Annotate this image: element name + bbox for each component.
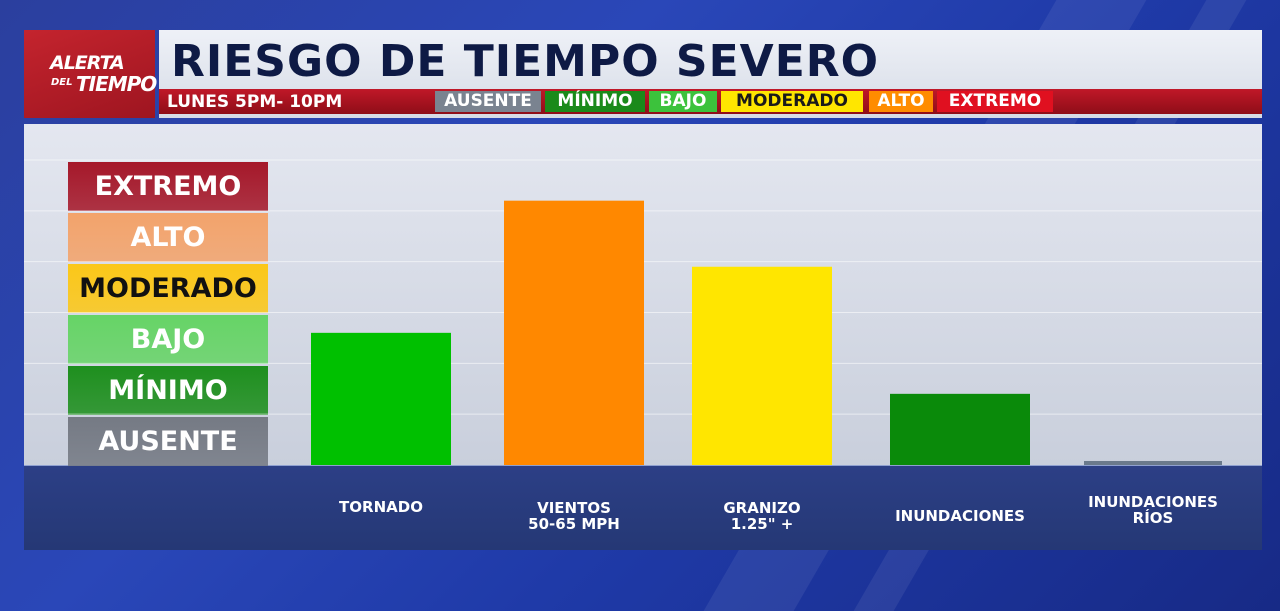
- legend-tag-2: BAJO: [649, 91, 717, 112]
- legend-tag-0: AUSENTE: [435, 91, 541, 112]
- category-label-4: INUNDACIONES RÍOS: [1053, 494, 1253, 526]
- category-label-4-line-0: INUNDACIONES: [1088, 493, 1218, 511]
- bar-1: [504, 200, 644, 465]
- logo-line3: TIEMPO: [76, 72, 157, 96]
- logo-line2: DEL: [51, 77, 73, 88]
- bar-3: [890, 393, 1030, 465]
- page-title: RIESGO DE TIEMPO SEVERO: [171, 36, 880, 87]
- header: RIESGO DE TIEMPO SEVERO LUNES 5PM- 10PM …: [159, 30, 1262, 118]
- level-box-0: EXTREMO: [68, 162, 268, 211]
- legend-tag-5: EXTREMO: [937, 91, 1053, 112]
- category-label-1: VIENTOS 50-65 MPH: [474, 500, 674, 532]
- category-label-1-line-1: 50-65 MPH: [528, 515, 620, 533]
- category-label-2-line-1: 1.25" +: [730, 515, 794, 533]
- legend-tag-3: MODERADO: [721, 91, 863, 112]
- level-box-5: AUSENTE: [68, 417, 268, 466]
- legend-tag-1: MÍNIMO: [545, 91, 645, 112]
- bar-0: [311, 332, 451, 465]
- category-label-0: TORNADO: [281, 499, 481, 515]
- level-box-1: ALTO: [68, 213, 268, 262]
- category-label-2: GRANIZO 1.25" +: [662, 500, 862, 532]
- alerta-del-tiempo-logo: ALERTA DEL TIEMPO: [24, 30, 157, 118]
- category-label-2-line-0: GRANIZO: [723, 499, 801, 517]
- header-subbar: LUNES 5PM- 10PM AUSENTE MÍNIMO BAJO MODERAD…: [159, 89, 1262, 114]
- logo-line1: ALERTA: [50, 52, 125, 74]
- level-box-4: MÍNIMO: [68, 366, 268, 415]
- level-box-2: MODERADO: [68, 264, 268, 313]
- category-label-0-line-0: TORNADO: [339, 498, 423, 516]
- time-label: LUNES 5PM- 10PM: [167, 92, 343, 112]
- legend-tag-4: ALTO: [869, 91, 933, 112]
- category-label-1-line-0: VIENTOS: [537, 499, 611, 517]
- bar-4: [1084, 461, 1222, 465]
- category-label-3-line-0: INUNDACIONES: [895, 507, 1025, 525]
- x-axis-band: [24, 465, 1262, 550]
- category-label-3: INUNDACIONES: [860, 508, 1060, 524]
- bar-2: [692, 266, 832, 465]
- level-box-3: BAJO: [68, 315, 268, 364]
- category-label-4-line-1: RÍOS: [1132, 509, 1174, 527]
